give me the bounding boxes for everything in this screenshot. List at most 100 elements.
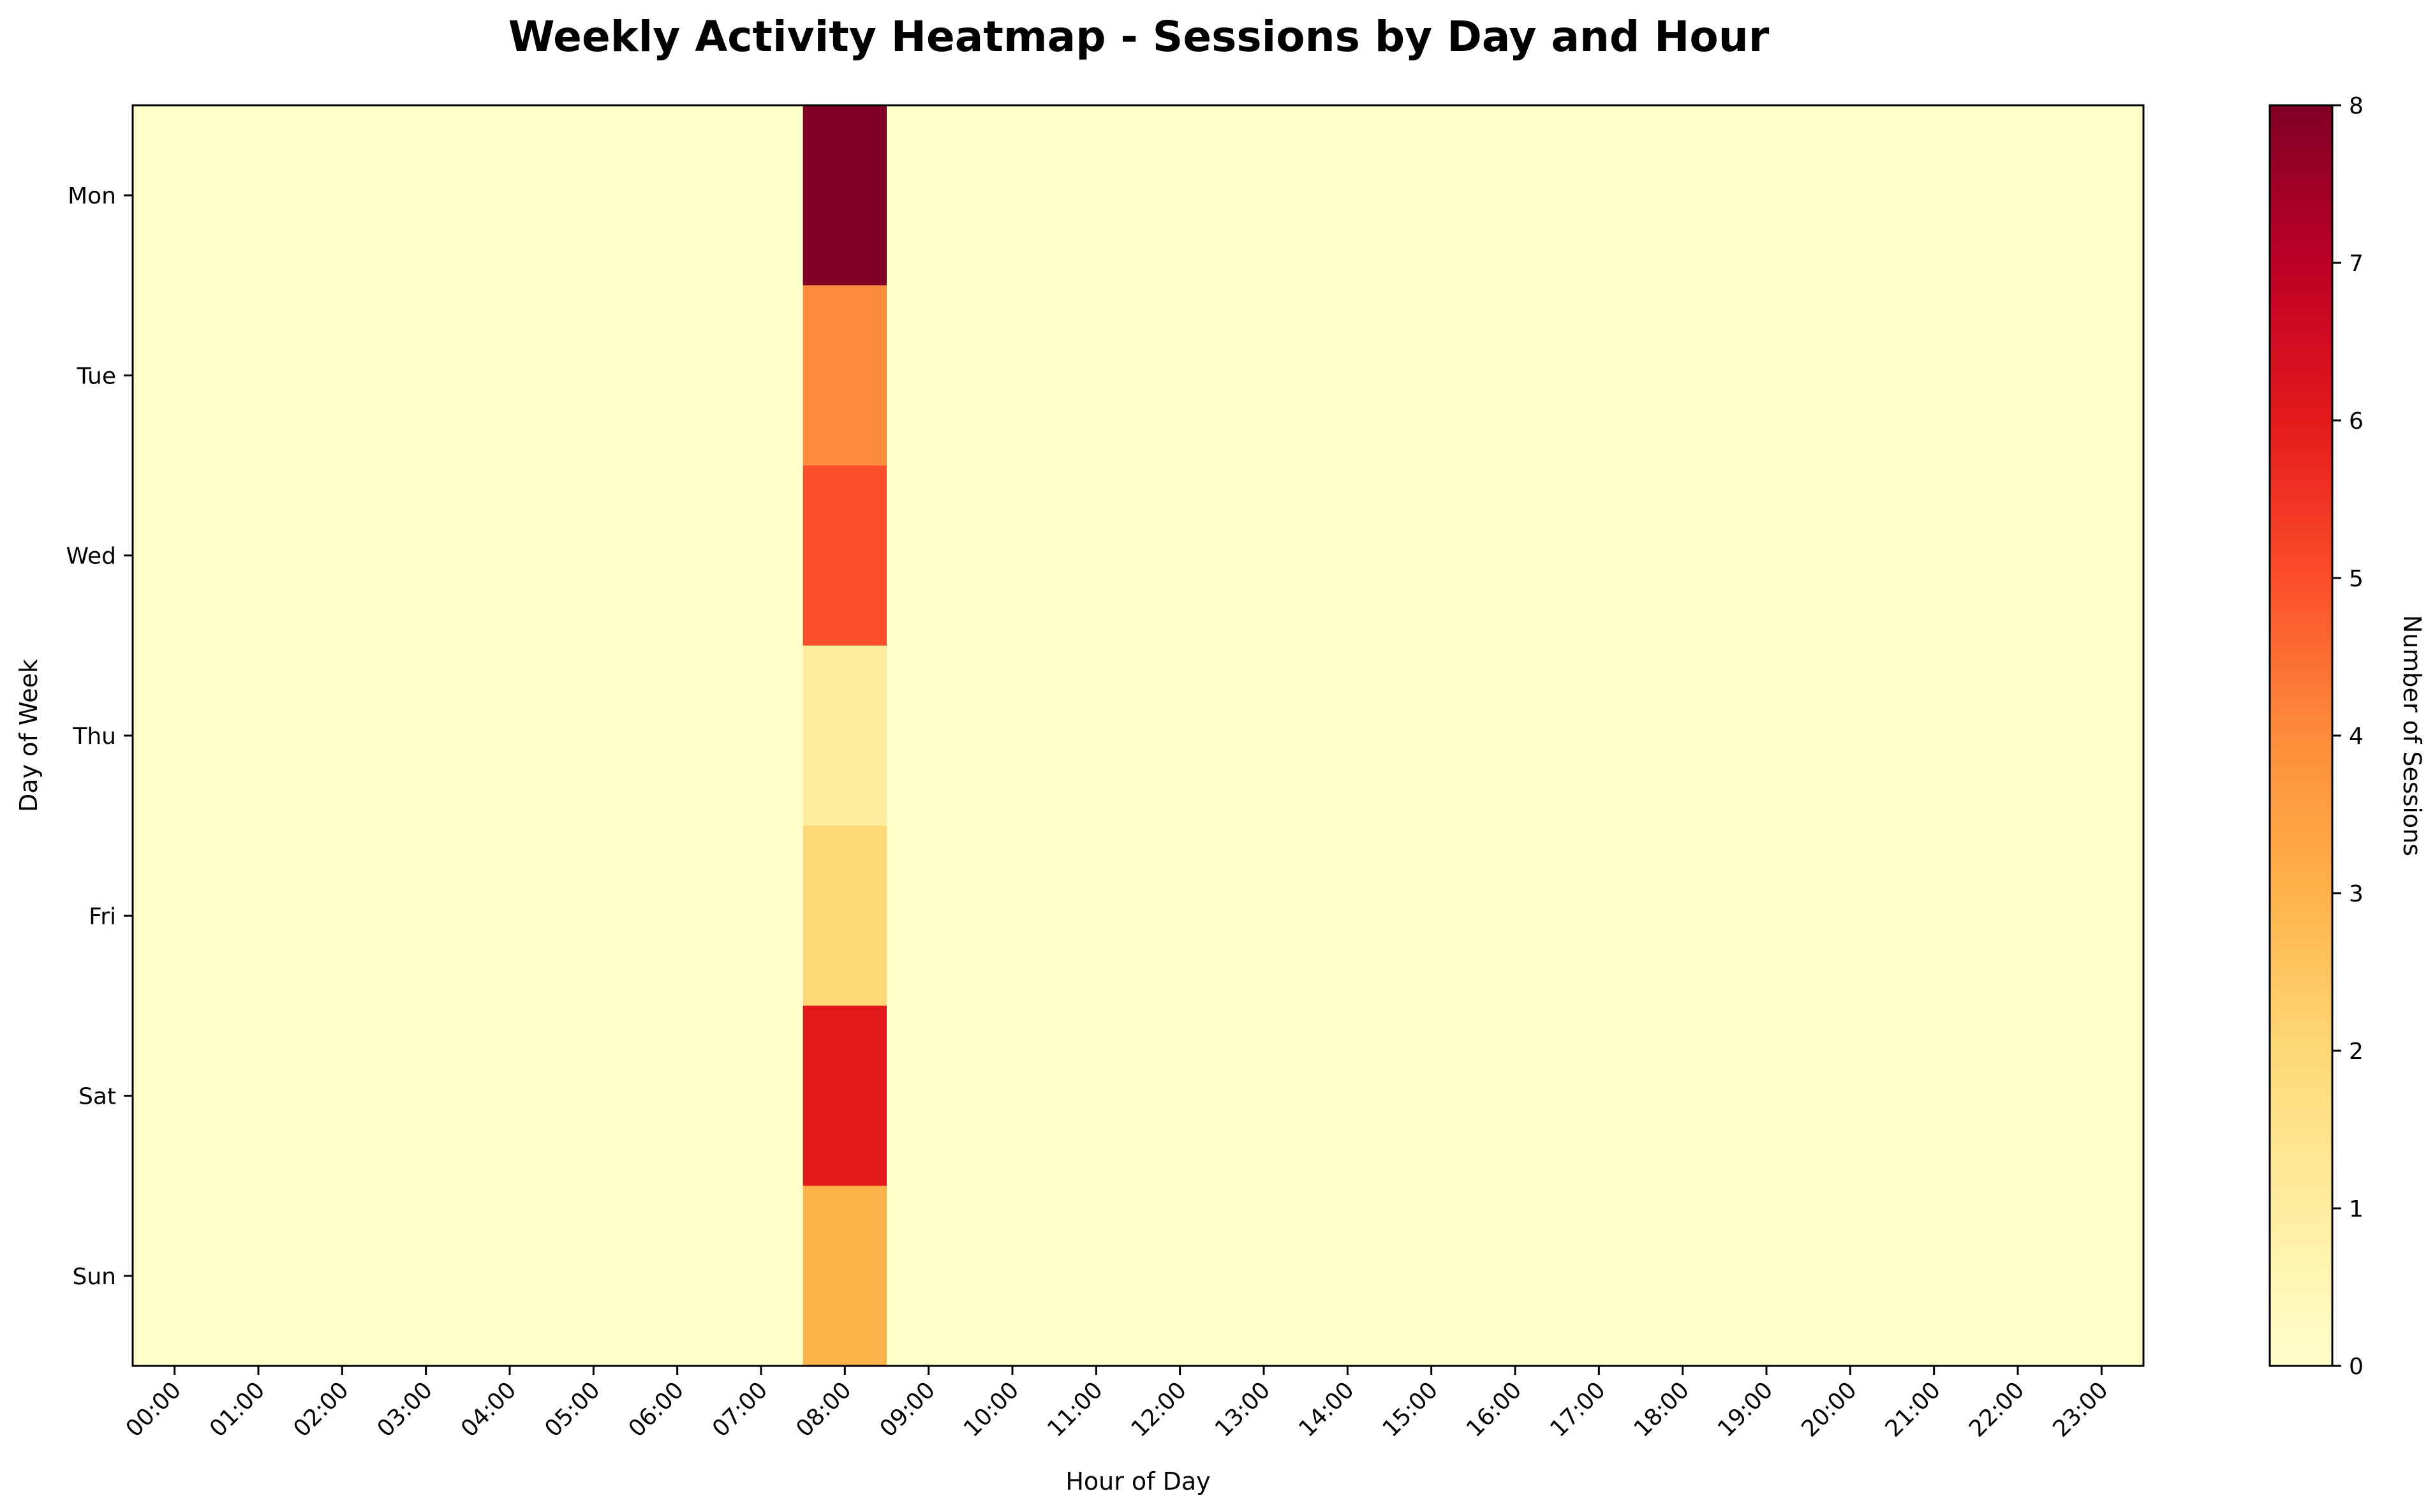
heatmap-cell xyxy=(1138,465,1223,646)
heatmap-cell xyxy=(384,285,469,466)
x-tick-label: 08:00 xyxy=(791,1377,856,1442)
heatmap-cell xyxy=(1892,1185,1977,1367)
heatmap-cell xyxy=(1557,1185,1641,1367)
heatmap-cell xyxy=(803,1185,887,1367)
heatmap-cell xyxy=(970,285,1055,466)
heatmap-cell xyxy=(1641,645,1726,826)
y-tick-label: Mon xyxy=(68,183,116,209)
heatmap-cell xyxy=(1557,465,1641,646)
heatmap-cell xyxy=(1054,826,1139,1007)
heatmap-cell xyxy=(1976,465,2061,646)
heatmap-cell xyxy=(1222,826,1306,1007)
y-tick-label: Wed xyxy=(66,544,117,570)
heatmap-cell xyxy=(803,1005,887,1187)
heatmap-cell xyxy=(887,826,972,1007)
heatmap-cell xyxy=(1641,105,1726,286)
heatmap-cell xyxy=(216,105,301,286)
heatmap-cell xyxy=(216,465,301,646)
heatmap-cell xyxy=(1305,285,1390,466)
heatmap-cell xyxy=(1473,1005,1558,1187)
heatmap-cell xyxy=(384,465,469,646)
x-tick-label: 04:00 xyxy=(456,1377,521,1442)
heatmap-cell xyxy=(216,285,301,466)
x-tick-label: 14:00 xyxy=(1294,1377,1359,1442)
heatmap-cell xyxy=(133,1185,218,1367)
heatmap-cell xyxy=(970,645,1055,826)
heatmap-cell xyxy=(300,645,385,826)
heatmap-cell xyxy=(1138,285,1223,466)
heatmap-cell xyxy=(384,645,469,826)
heatmap-cell xyxy=(1724,465,1809,646)
heatmap-cell xyxy=(2059,1185,2144,1367)
heatmap-cell xyxy=(468,645,552,826)
heatmap-cell xyxy=(1892,285,1977,466)
heatmap-cell xyxy=(1222,105,1306,286)
heatmap-cell xyxy=(300,285,385,466)
heatmap-cell xyxy=(468,465,552,646)
heatmap-cell xyxy=(1054,465,1139,646)
heatmap-cell xyxy=(551,105,636,286)
heatmap-cell xyxy=(1473,1185,1558,1367)
heatmap-cell xyxy=(803,105,887,286)
heatmap-cell xyxy=(1305,1005,1390,1187)
heatmap-cell xyxy=(384,826,469,1007)
x-tick-label: 10:00 xyxy=(959,1377,1024,1442)
y-tick-label: Tue xyxy=(77,363,117,389)
colorbar-tick-label: 2 xyxy=(2349,1039,2364,1065)
heatmap-cell xyxy=(1473,645,1558,826)
heatmap-cell xyxy=(635,105,720,286)
heatmap-cell xyxy=(1641,826,1726,1007)
heatmap-cell xyxy=(1054,285,1139,466)
heatmap-cell xyxy=(803,645,887,826)
colorbar-tick-label: 7 xyxy=(2349,251,2364,277)
heatmap-cell xyxy=(1389,645,1474,826)
heatmap-cell xyxy=(133,105,218,286)
heatmap-cell xyxy=(551,465,636,646)
colorbar-tick-label: 3 xyxy=(2349,881,2364,907)
heatmap-cell xyxy=(1305,465,1390,646)
heatmap-cell xyxy=(887,1185,972,1367)
heatmap-cell xyxy=(1724,826,1809,1007)
heatmap-cell xyxy=(719,105,804,286)
heatmap-cell xyxy=(635,645,720,826)
heatmap-cell xyxy=(1808,105,1893,286)
heatmap-cell xyxy=(1222,1185,1306,1367)
heatmap-cell xyxy=(216,826,301,1007)
heatmap-cell xyxy=(384,1005,469,1187)
heatmap-cell xyxy=(1138,105,1223,286)
heatmap-cell xyxy=(1473,105,1558,286)
heatmap-cell xyxy=(719,465,804,646)
heatmap-cell xyxy=(1724,1185,1809,1367)
x-tick-label: 01:00 xyxy=(205,1377,270,1442)
heatmap-cell xyxy=(133,645,218,826)
x-tick-label: 06:00 xyxy=(624,1377,689,1442)
heatmap-cell xyxy=(1389,105,1474,286)
heatmap-cell xyxy=(803,285,887,466)
heatmap-cell xyxy=(1054,1005,1139,1187)
heatmap-cell xyxy=(1305,105,1390,286)
heatmap-cell xyxy=(133,826,218,1007)
heatmap-cell xyxy=(1389,285,1474,466)
heatmap-cell xyxy=(1557,826,1641,1007)
heatmap-cell xyxy=(1641,1185,1726,1367)
heatmap-cell xyxy=(1976,826,2061,1007)
heatmap-cell xyxy=(1222,1005,1306,1187)
heatmap-cell xyxy=(1808,645,1893,826)
heatmap-cell xyxy=(970,105,1055,286)
heatmap-cell xyxy=(468,1185,552,1367)
heatmap-cell xyxy=(384,105,469,286)
x-tick-label: 15:00 xyxy=(1378,1377,1443,1442)
colorbar-tick-label: 6 xyxy=(2349,408,2364,434)
heatmap-cell xyxy=(551,826,636,1007)
heatmap-cell xyxy=(719,1005,804,1187)
heatmap-cell xyxy=(1305,1185,1390,1367)
y-tick-label: Sat xyxy=(78,1084,116,1110)
heatmap-cell xyxy=(1892,465,1977,646)
y-tick-label: Sun xyxy=(73,1264,116,1290)
colorbar-tick-label: 4 xyxy=(2349,723,2364,750)
heatmap-cell xyxy=(300,465,385,646)
heatmap-cell xyxy=(1557,285,1641,466)
heatmap-cell xyxy=(300,105,385,286)
x-tick-label: 11:00 xyxy=(1042,1377,1107,1442)
heatmap-cell xyxy=(887,285,972,466)
